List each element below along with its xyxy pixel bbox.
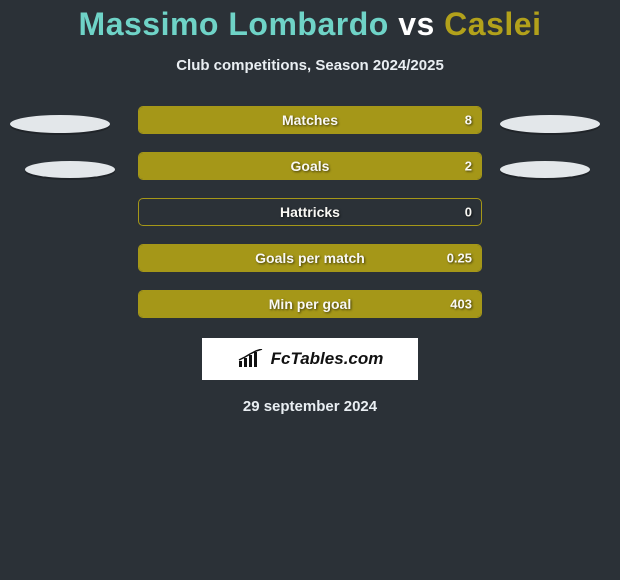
stat-label: Goals per match <box>255 250 365 266</box>
stat-label: Hattricks <box>280 204 340 220</box>
stat-bar: Goals per match 0.25 <box>138 244 482 272</box>
stat-value: 0 <box>465 205 472 220</box>
placeholder-ellipse-right <box>500 161 590 178</box>
stat-row: Min per goal 403 <box>0 290 620 320</box>
stat-value: 8 <box>465 113 472 128</box>
brand-text: FcTables.com <box>271 349 384 369</box>
stat-bar: Min per goal 403 <box>138 290 482 318</box>
brand: FcTables.com <box>237 349 384 369</box>
stat-bar: Hattricks 0 <box>138 198 482 226</box>
brand-box: FcTables.com <box>202 338 418 380</box>
container: Massimo Lombardo vs Caslei Club competit… <box>0 0 620 415</box>
stat-row: Matches 8 <box>0 106 620 136</box>
date: 29 september 2024 <box>0 398 620 415</box>
placeholder-ellipse-left <box>10 115 110 133</box>
title-vs: vs <box>389 6 444 42</box>
stat-bar: Goals 2 <box>138 152 482 180</box>
stat-label: Matches <box>282 112 338 128</box>
chart-icon <box>237 349 265 369</box>
title-player1: Massimo Lombardo <box>79 6 389 42</box>
title-player2: Caslei <box>444 6 541 42</box>
page-title: Massimo Lombardo vs Caslei <box>0 6 620 43</box>
placeholder-ellipse-left <box>25 161 115 178</box>
placeholder-ellipse-right <box>500 115 600 133</box>
stat-label: Min per goal <box>269 296 351 312</box>
stat-label: Goals <box>291 158 330 174</box>
stat-bar: Matches 8 <box>138 106 482 134</box>
stat-row: Hattricks 0 <box>0 198 620 228</box>
stat-row: Goals 2 <box>0 152 620 182</box>
stat-value: 403 <box>450 297 472 312</box>
stats-list: Matches 8 Goals 2 Hattricks 0 Goals per match 0… <box>0 106 620 320</box>
stat-row: Goals per match 0.25 <box>0 244 620 274</box>
stat-value: 0.25 <box>447 251 472 266</box>
subtitle: Club competitions, Season 2024/2025 <box>0 57 620 74</box>
stat-value: 2 <box>465 159 472 174</box>
